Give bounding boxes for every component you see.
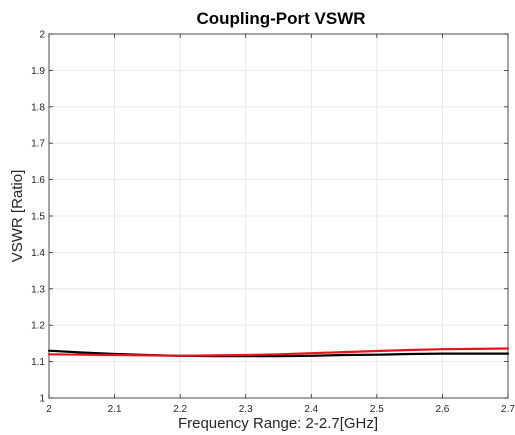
y-tick-label: 1.2 [31,321,45,332]
y-tick-label: 1.5 [31,212,45,223]
chart-title: Coupling-Port VSWR [196,9,365,28]
x-tick-label: 2.3 [239,404,253,415]
series-lines [47,347,510,358]
x-tick-label: 2 [46,404,52,415]
y-axis-label: VSWR [Ratio] [9,170,26,263]
y-tick-label: 1.4 [31,248,45,259]
x-tick-label: 2.5 [370,404,384,415]
y-tick-label: 1.8 [31,102,45,113]
y-tick-label: 1.7 [31,139,45,150]
x-tick-label: 2.1 [108,404,122,415]
grid [48,33,509,399]
x-tick-label: 2.7 [501,404,515,415]
series-line-2 [47,347,510,357]
x-tick-label: 2.2 [173,404,187,415]
x-tick-label: 2.4 [304,404,318,415]
y-tick-label: 1.1 [31,357,45,368]
x-tick-label: 2.6 [435,404,449,415]
y-tick-label: 1.6 [31,175,45,186]
x-axis: 2 2.1 2.2 2.3 2.4 2.5 2.6 2.7 [46,34,515,415]
x-axis-label: Frequency Range: 2-2.7[GHz] [178,415,378,432]
y-tick-label: 2 [39,30,45,41]
y-tick-label: 1.9 [31,66,45,77]
y-tick-label: 1.3 [31,284,45,295]
y-axis: 1 1.1 1.2 1.3 1.4 1.5 1.6 1.7 1.8 1.9 2 [31,30,508,405]
y-tick-label: 1 [39,394,45,405]
